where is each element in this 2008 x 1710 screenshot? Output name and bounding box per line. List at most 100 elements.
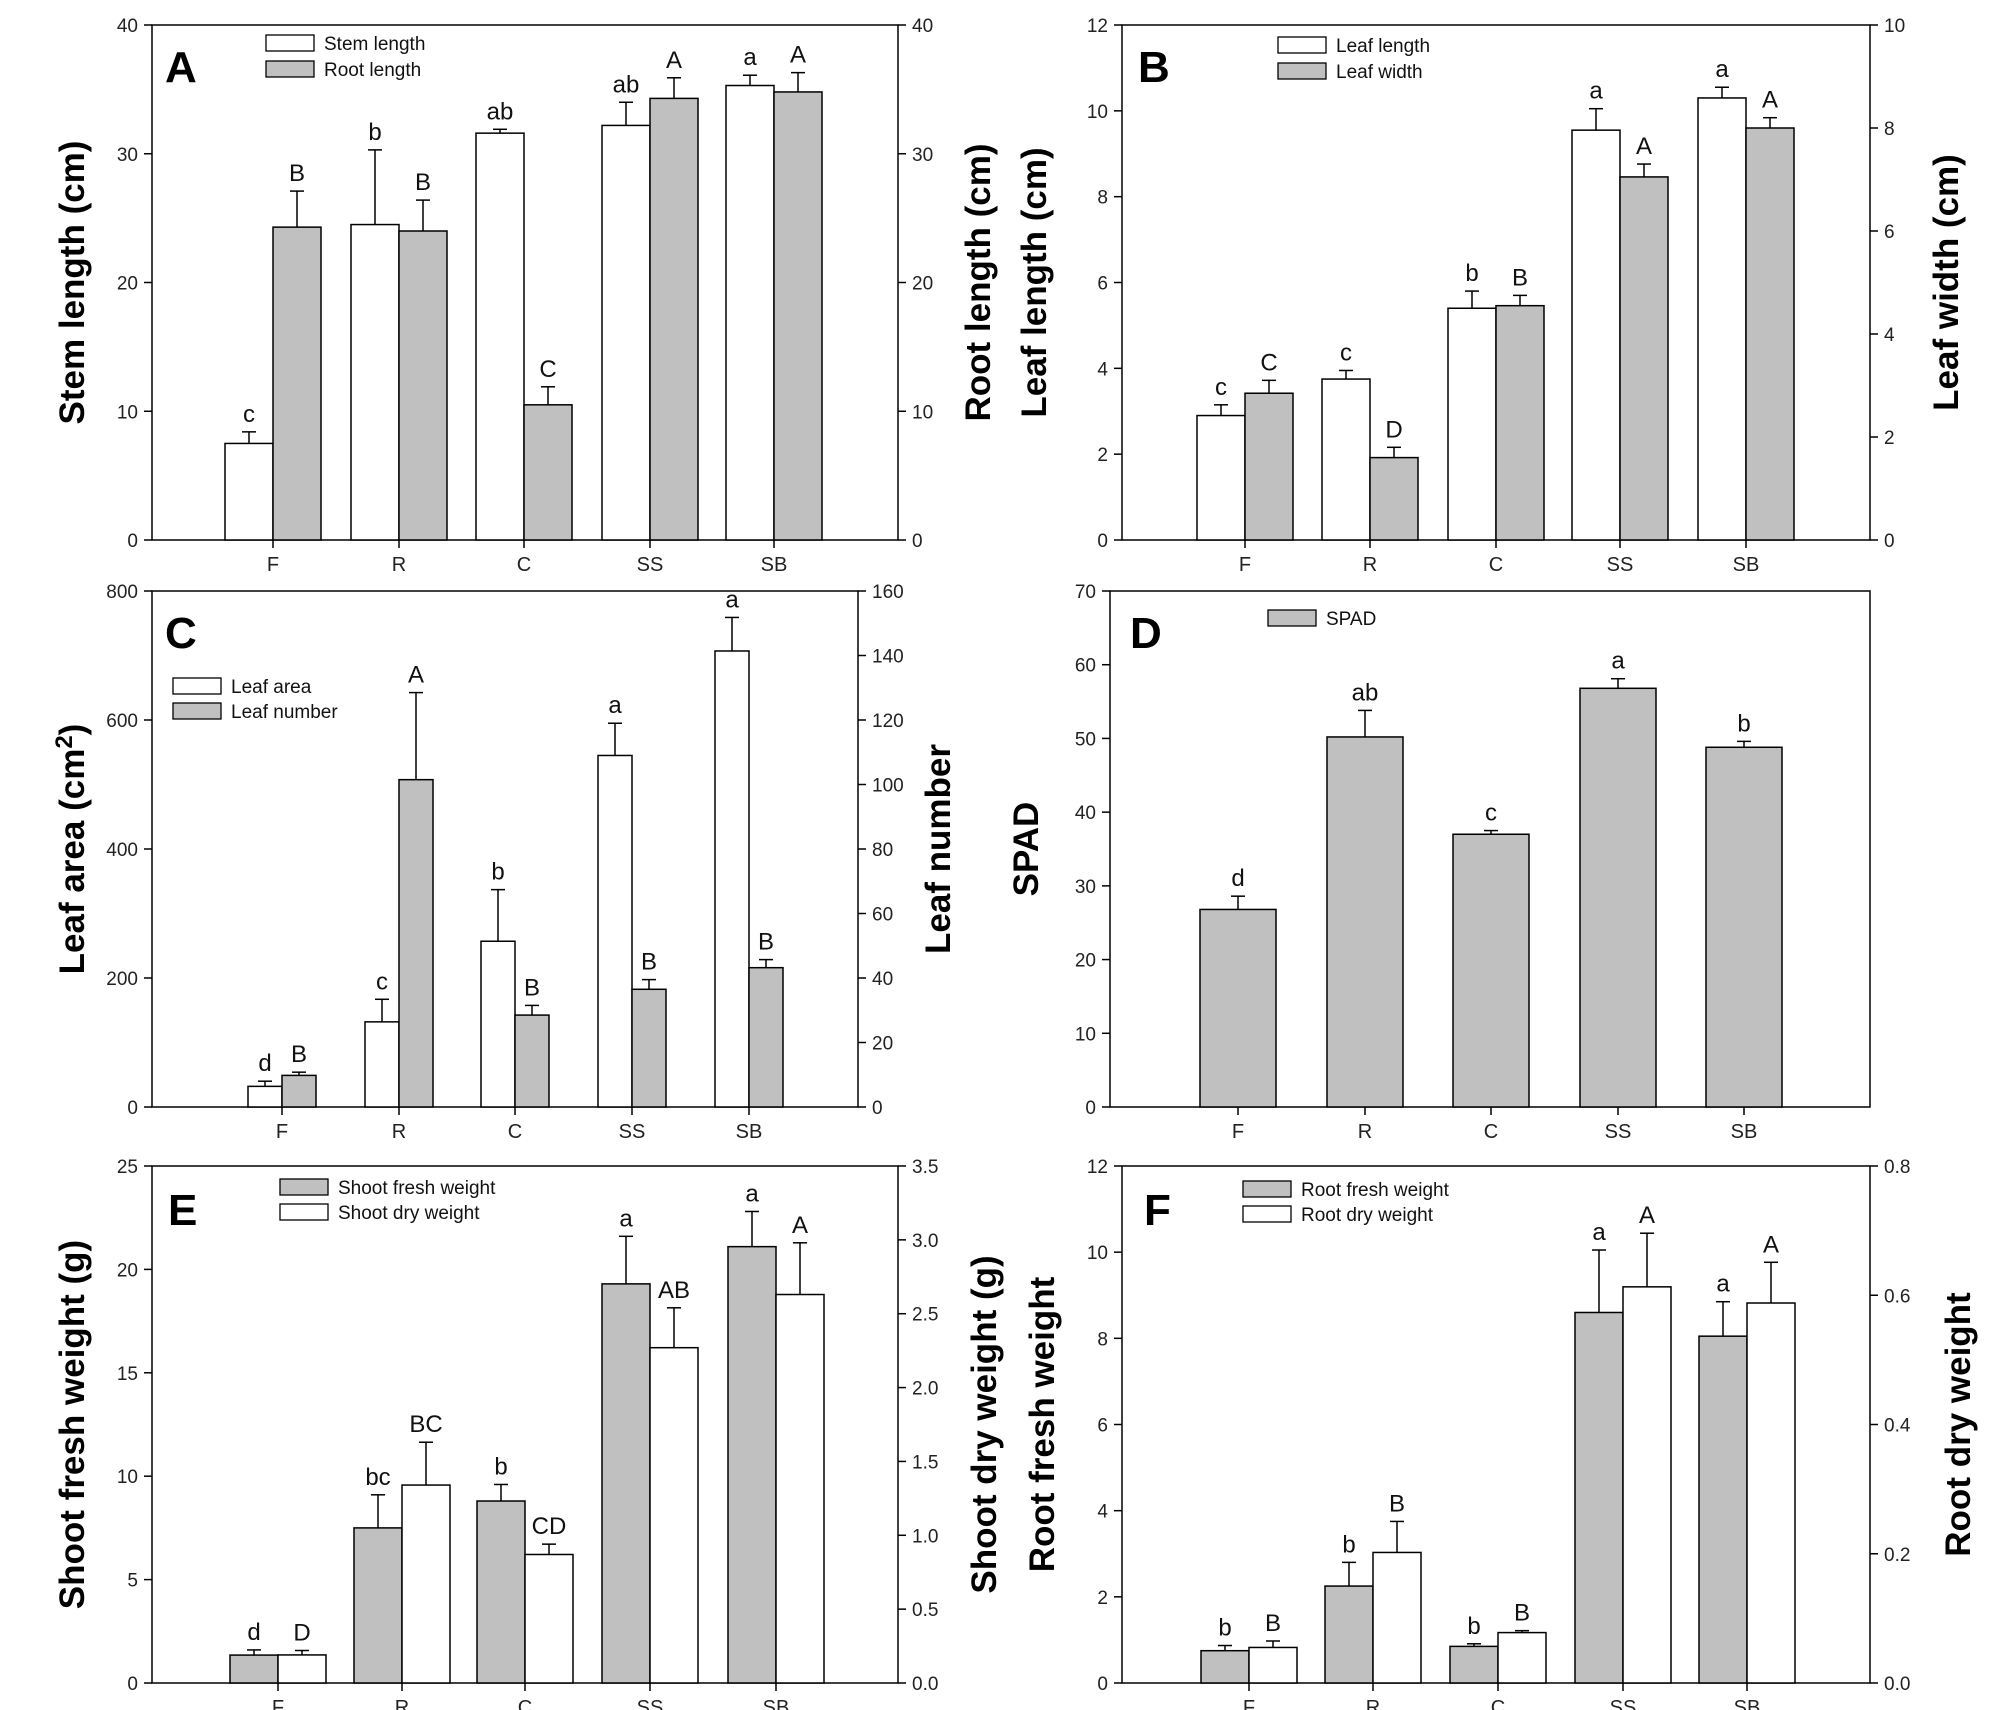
panel-letter: B xyxy=(1138,43,1170,92)
left-tick-label: 6 xyxy=(1097,274,1108,295)
bar xyxy=(1622,1286,1672,1684)
right-axis-label: Root dry weight xyxy=(1939,1292,1978,1557)
left-axis-label-end: ) xyxy=(53,724,92,736)
bar xyxy=(725,84,775,541)
significance-letter: a xyxy=(743,44,757,71)
left-tick-label: 20 xyxy=(117,1260,138,1281)
bar xyxy=(1200,1649,1250,1684)
x-tick-label: R xyxy=(395,1697,409,1710)
bar xyxy=(1324,1585,1374,1684)
legend-label: Root dry weight xyxy=(1301,1205,1434,1226)
x-tick-label: F xyxy=(1239,554,1251,576)
right-axis-label: Shoot dry weight (g) xyxy=(965,1255,1004,1593)
bar xyxy=(1199,908,1277,1108)
panel-letter: A xyxy=(165,43,197,92)
bar xyxy=(727,1245,777,1684)
x-tick-label: R xyxy=(392,554,406,576)
left-tick-label: 30 xyxy=(117,145,138,166)
bar xyxy=(1697,97,1747,541)
bar xyxy=(364,1021,400,1108)
panel-letter: D xyxy=(1130,609,1162,658)
right-tick-label: 120 xyxy=(872,711,904,732)
bar xyxy=(272,226,322,541)
significance-letter: B xyxy=(641,949,657,976)
legend-swatch xyxy=(172,677,222,695)
bar xyxy=(1619,176,1669,541)
right-tick-label: 6 xyxy=(1884,222,1895,243)
left-tick-label: 70 xyxy=(1075,582,1096,603)
x-tick-label: R xyxy=(1358,1121,1372,1143)
panel-c: 0 200 400 600 800 0 20 40 60 80 100 120 140 160 F R C SS S… xyxy=(51,582,958,1143)
significance-letter: d xyxy=(247,1619,260,1646)
left-tick-label: 12 xyxy=(1087,16,1108,37)
bar xyxy=(1452,833,1530,1108)
x-tick-label: SB xyxy=(761,554,788,576)
significance-letter: A xyxy=(790,42,806,69)
significance-letter: A xyxy=(408,662,424,689)
x-tick-label: SB xyxy=(736,1121,763,1143)
left-tick-label: 400 xyxy=(106,840,138,861)
left-tick-label: 40 xyxy=(117,16,138,37)
left-axis-label-superscript: 2 xyxy=(51,735,78,748)
right-tick-label: 2.5 xyxy=(912,1305,938,1326)
bar xyxy=(480,940,516,1108)
right-tick-label: 0.0 xyxy=(1884,1674,1910,1695)
significance-letter: A xyxy=(666,47,682,74)
significance-letter: ab xyxy=(487,98,514,125)
right-tick-label: 140 xyxy=(872,647,904,668)
significance-letter: A xyxy=(792,1212,808,1239)
left-tick-label: 20 xyxy=(117,274,138,295)
legend-swatch xyxy=(1277,62,1327,80)
left-tick-label: 0 xyxy=(127,531,138,552)
x-tick-label: R xyxy=(1366,1697,1380,1710)
panel-e: 0 5 10 15 20 25 0.0 0.5 1.0 1.5 2.0 2.5 3.0 3.5 F R C SS S… xyxy=(53,1157,1004,1710)
legend-label: Leaf length xyxy=(1336,36,1430,57)
left-axis-label: Stem length (cm) xyxy=(53,141,92,425)
left-tick-label: 4 xyxy=(1097,1502,1108,1523)
legend-swatch xyxy=(172,702,222,720)
significance-letter: C xyxy=(539,356,556,383)
panel-letter: F xyxy=(1144,1186,1171,1235)
right-tick-label: 10 xyxy=(1884,16,1905,37)
significance-letter: b xyxy=(1737,710,1750,737)
panel-f: 0 2 4 6 8 10 12 0.0 0.2 0.4 0.6 0.8 F R C SS SB b b b a a B B B A… xyxy=(1023,1157,1978,1710)
left-tick-label: 8 xyxy=(1097,1329,1108,1350)
left-tick-label: 5 xyxy=(127,1571,138,1592)
right-axis-label: Root length (cm) xyxy=(959,143,998,421)
bar xyxy=(1698,1335,1748,1684)
right-tick-label: 60 xyxy=(872,905,893,926)
right-tick-label: 40 xyxy=(872,969,893,990)
left-tick-label: 25 xyxy=(117,1157,138,1178)
bar xyxy=(773,91,823,541)
left-tick-label: 10 xyxy=(117,402,138,423)
significance-letter: B xyxy=(758,929,774,956)
bar xyxy=(649,1346,699,1684)
right-tick-label: 0 xyxy=(872,1098,883,1119)
bar xyxy=(1244,392,1294,541)
significance-letter: CD xyxy=(532,1513,567,1540)
bar xyxy=(514,1014,550,1108)
significance-letter: B xyxy=(291,1041,307,1068)
significance-letter: B xyxy=(1514,1600,1530,1627)
significance-letter: b xyxy=(1467,1613,1480,1640)
bar xyxy=(229,1654,279,1684)
right-tick-label: 30 xyxy=(912,145,933,166)
left-tick-label: 0 xyxy=(1097,531,1108,552)
x-tick-label: F xyxy=(276,1121,288,1143)
significance-letter: a xyxy=(1715,56,1729,83)
left-axis-label: SPAD xyxy=(1007,802,1046,897)
right-tick-label: 0 xyxy=(912,531,923,552)
x-tick-label: C xyxy=(508,1121,522,1143)
x-tick-label: SS xyxy=(1607,554,1634,576)
bar xyxy=(597,754,633,1108)
bar xyxy=(398,778,434,1108)
right-tick-label: 0.8 xyxy=(1884,1157,1910,1178)
right-axis-label: Leaf width (cm) xyxy=(1927,154,1966,411)
right-tick-label: 0.6 xyxy=(1884,1286,1910,1307)
bar xyxy=(649,97,699,541)
left-tick-label: 30 xyxy=(1075,877,1096,898)
x-tick-label: SB xyxy=(1731,1121,1758,1143)
left-axis-label: Leaf area (cm2) xyxy=(51,724,92,975)
bar xyxy=(1574,1311,1624,1684)
significance-letter: BC xyxy=(409,1411,442,1438)
